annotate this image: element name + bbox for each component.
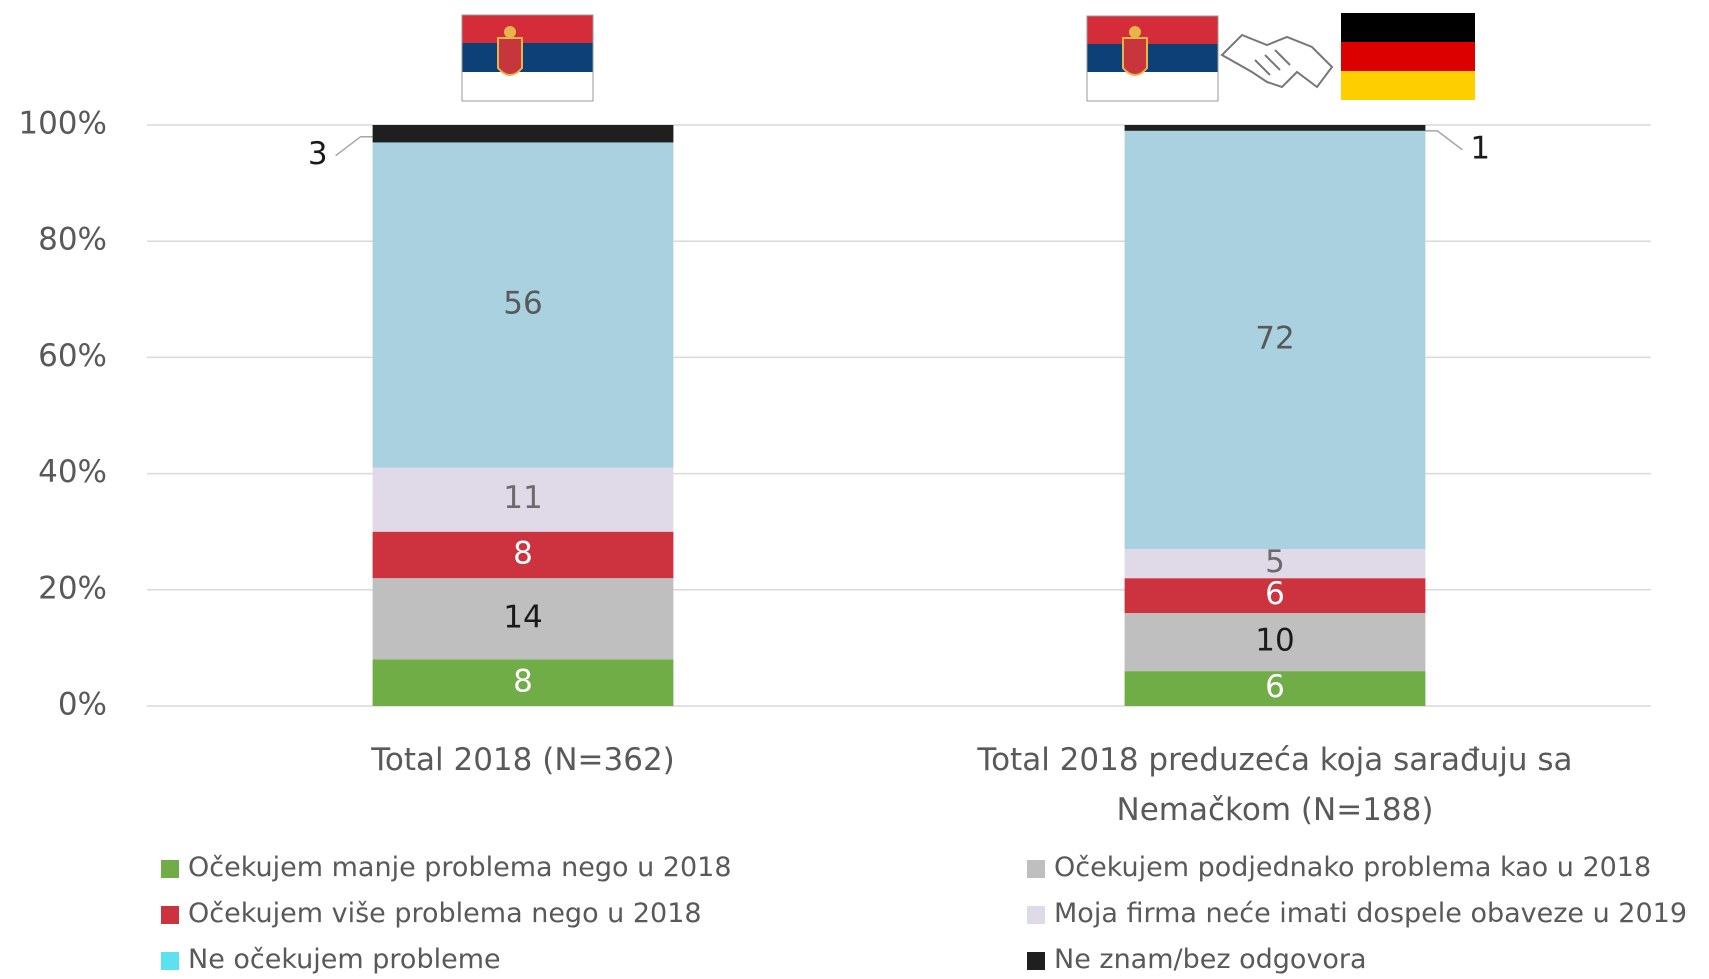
- data-label: 10: [1255, 623, 1294, 659]
- data-label: 8: [513, 663, 533, 699]
- flag-germany: [1341, 13, 1475, 100]
- legend-swatch: [1027, 906, 1045, 924]
- legend-swatch: [1027, 952, 1045, 970]
- y-tick-label: 100%: [18, 106, 107, 142]
- data-label: 56: [503, 286, 542, 322]
- bar-segment: [372, 142, 674, 468]
- bar-segment: [1124, 549, 1426, 579]
- bar-segment: [372, 659, 674, 706]
- legend-label: Moja firma neće imati dospele obaveze u …: [1054, 898, 1688, 929]
- data-label: 5: [1265, 544, 1285, 580]
- flag-serbia: [461, 14, 594, 102]
- bar-segment: [372, 531, 674, 579]
- x-tick-label: Total 2018 (N=362): [371, 742, 675, 778]
- bar-segment: [1124, 130, 1426, 550]
- y-tick-label: 60%: [38, 338, 107, 374]
- data-label: 6: [1265, 576, 1285, 612]
- legend-label: Očekujem manje problema nego u 2018: [188, 852, 732, 883]
- bar-segment: [372, 578, 674, 660]
- flag-serbia: [1086, 15, 1219, 102]
- handshake-icon: [1220, 33, 1334, 89]
- y-tick-label: 0%: [58, 687, 107, 723]
- legend-swatch: [161, 860, 179, 878]
- y-tick-label: 20%: [38, 570, 107, 606]
- y-tick-label: 80%: [38, 222, 107, 258]
- legend-label: Očekujem podjednako problema kao u 2018: [1054, 852, 1652, 883]
- bar-segment: [372, 125, 674, 143]
- data-label: 1: [1470, 130, 1490, 166]
- data-label: 8: [513, 535, 533, 571]
- bar-segment: [1124, 125, 1426, 131]
- legend-swatch: [161, 906, 179, 924]
- legend-label: Ne znam/bez odgovora: [1054, 944, 1367, 975]
- legend-swatch: [161, 952, 179, 970]
- leader-line: [335, 135, 373, 157]
- y-tick-label: 40%: [38, 454, 107, 490]
- data-label: 6: [1265, 669, 1285, 705]
- data-label: 72: [1255, 320, 1294, 356]
- legend-label: Očekujem više problema nego u 2018: [188, 898, 702, 929]
- legend-swatch: [1027, 860, 1045, 878]
- leader-line: [1425, 130, 1463, 151]
- data-label: 11: [503, 480, 542, 516]
- bar-segment: [1124, 578, 1426, 614]
- legend-label: Ne očekujem probleme: [188, 944, 501, 975]
- x-tick-label: Total 2018 preduzeća koja sarađuju sa Ne…: [977, 742, 1573, 828]
- bar-segment: [1124, 613, 1426, 672]
- bar-segment: [1124, 671, 1426, 706]
- data-label: 14: [503, 599, 542, 635]
- data-label: 3: [308, 136, 328, 172]
- bar-segment: [372, 467, 674, 532]
